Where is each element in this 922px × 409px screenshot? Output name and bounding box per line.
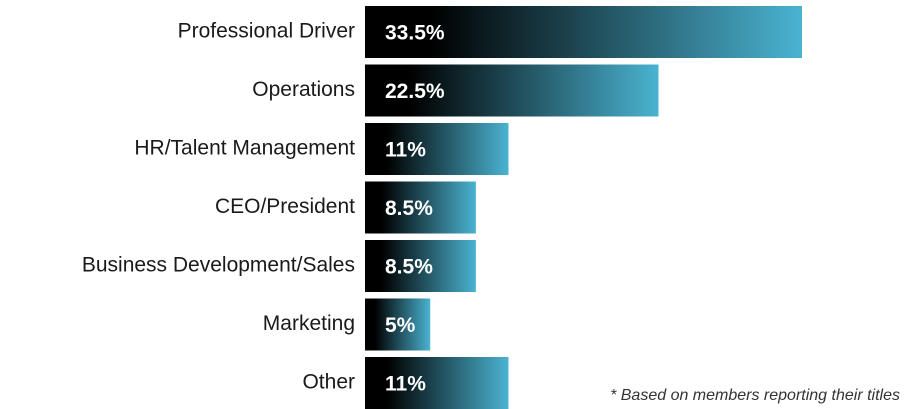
bar: [365, 298, 431, 351]
value-label: 11%: [385, 373, 426, 396]
category-label: Operations: [252, 78, 355, 101]
category-label: CEO/President: [215, 195, 355, 218]
category-label: HR/Talent Management: [134, 137, 355, 160]
bar: [365, 64, 659, 117]
value-label: 22.5%: [385, 80, 445, 103]
value-label: 11%: [385, 139, 426, 162]
value-label: 33.5%: [385, 22, 445, 45]
bar: [365, 6, 802, 58]
bar: [365, 357, 509, 409]
category-label: Other: [302, 371, 355, 394]
bar: [365, 181, 476, 234]
value-label: 8.5%: [385, 256, 433, 279]
value-label: 5%: [385, 314, 416, 337]
category-label: Marketing: [263, 312, 355, 335]
bar: [365, 123, 509, 175]
category-label: Business Development/Sales: [82, 254, 355, 277]
footnote: * Based on members reporting their title…: [610, 387, 900, 404]
bar: [365, 240, 476, 292]
category-label: Professional Driver: [178, 20, 355, 43]
value-label: 8.5%: [385, 197, 433, 220]
